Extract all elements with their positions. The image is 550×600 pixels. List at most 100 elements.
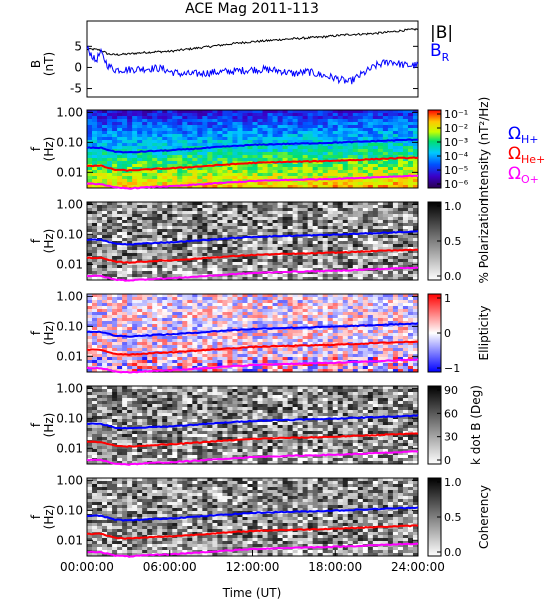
heatmap-cell <box>117 119 123 123</box>
heatmap-cell <box>132 303 138 307</box>
heatmap-cell <box>142 306 148 310</box>
heatmap-cell <box>292 262 299 266</box>
heatmap-cell <box>297 250 304 254</box>
heatmap-cell <box>352 339 359 343</box>
heatmap-cell <box>352 262 359 266</box>
heatmap-cell <box>222 185 228 189</box>
heatmap-cell <box>222 158 228 162</box>
heatmap-cell <box>402 146 409 150</box>
heatmap-cell <box>182 309 188 313</box>
heatmap-cell <box>192 128 198 132</box>
heatmap-cell <box>347 247 354 251</box>
heatmap-cell <box>97 202 103 206</box>
heatmap-cell <box>277 137 283 141</box>
heatmap-cell <box>382 277 389 281</box>
heatmap-cell <box>182 176 188 180</box>
heatmap-cell <box>147 339 153 343</box>
heatmap-cell <box>107 363 113 367</box>
heatmap-cell <box>297 119 304 123</box>
heatmap-cell <box>237 303 243 307</box>
heatmap-cell <box>367 125 374 129</box>
heatmap-cell <box>217 339 223 343</box>
heatmap-cell <box>362 164 369 168</box>
heatmap-cell <box>322 303 329 307</box>
heatmap-cell <box>402 238 409 242</box>
heatmap-cell <box>277 247 283 251</box>
heatmap-cell <box>407 220 414 224</box>
heatmap-cell <box>197 318 203 322</box>
heatmap-cell <box>262 155 268 159</box>
heatmap-cell <box>412 259 419 263</box>
heatmap-cell <box>207 226 213 230</box>
heatmap-cell <box>222 354 228 358</box>
heatmap-cell <box>267 274 273 278</box>
heatmap-cell <box>272 170 278 174</box>
heatmap-cell <box>212 167 218 171</box>
heatmap-cell <box>222 360 228 364</box>
heatmap-cell <box>327 205 334 209</box>
heatmap-cell <box>197 170 203 174</box>
heatmap-cell <box>377 182 384 186</box>
heatmap-cell <box>237 131 243 135</box>
heatmap-cell <box>327 321 334 325</box>
heatmap-cell <box>242 324 248 328</box>
heatmap-cell <box>147 294 153 298</box>
heatmap-cell <box>402 241 409 245</box>
heatmap-cell <box>377 274 384 278</box>
heatmap-cell <box>227 312 233 316</box>
heatmap-cell <box>377 241 384 245</box>
heatmap-cell <box>247 247 253 251</box>
heatmap-cell <box>142 179 148 183</box>
heatmap-cell <box>232 309 238 313</box>
heatmap-cell <box>97 158 103 162</box>
heatmap-cell <box>167 303 173 307</box>
heatmap-cell <box>352 274 359 278</box>
heatmap-cell <box>392 167 399 171</box>
heatmap-cell <box>352 220 359 224</box>
heatmap-cell <box>102 173 108 177</box>
heatmap-cell <box>197 247 203 251</box>
heatmap-cell <box>142 259 148 263</box>
heatmap-cell <box>142 214 148 218</box>
heatmap-cell <box>357 155 364 159</box>
heatmap-cell <box>337 247 344 251</box>
heatmap-cell <box>257 176 263 180</box>
heatmap-cell <box>92 226 98 230</box>
heatmap-cell <box>327 345 334 349</box>
heatmap-cell <box>87 342 93 346</box>
heatmap-cell <box>317 149 324 153</box>
heatmap-cell <box>142 339 148 343</box>
heatmap-cell <box>142 247 148 251</box>
heatmap-cell <box>187 134 193 138</box>
heatmap-cell <box>87 250 93 254</box>
heatmap-cell <box>107 321 113 325</box>
heatmap-cell <box>262 131 268 135</box>
heatmap-cell <box>202 339 208 343</box>
heatmap-cell <box>192 363 198 367</box>
heatmap-cell <box>167 354 173 358</box>
heatmap-cell <box>227 354 233 358</box>
heatmap-cell <box>397 229 404 233</box>
heatmap-cell <box>392 232 399 236</box>
heatmap-cell <box>367 143 374 147</box>
heatmap-cell <box>112 274 118 278</box>
heatmap-cell <box>167 357 173 361</box>
heatmap-cell <box>162 113 168 117</box>
heatmap-cell <box>272 146 278 150</box>
gyro-line-h <box>86 230 419 246</box>
heatmap-cell <box>317 300 324 304</box>
heatmap-cell <box>152 134 158 138</box>
heatmap-cell <box>147 366 153 370</box>
heatmap-cell <box>102 155 108 159</box>
heatmap-cell <box>152 113 158 117</box>
heatmap-cell <box>247 351 253 355</box>
heatmap-cell <box>97 324 103 328</box>
heatmap-cell <box>237 259 243 263</box>
heatmap-cell <box>362 152 369 156</box>
heatmap-cell <box>182 202 188 206</box>
heatmap-cell <box>202 303 208 307</box>
heatmap-cell <box>272 205 278 209</box>
heatmap-cell <box>197 128 203 132</box>
heatmap-cell <box>152 324 158 328</box>
heatmap-cell <box>172 324 178 328</box>
